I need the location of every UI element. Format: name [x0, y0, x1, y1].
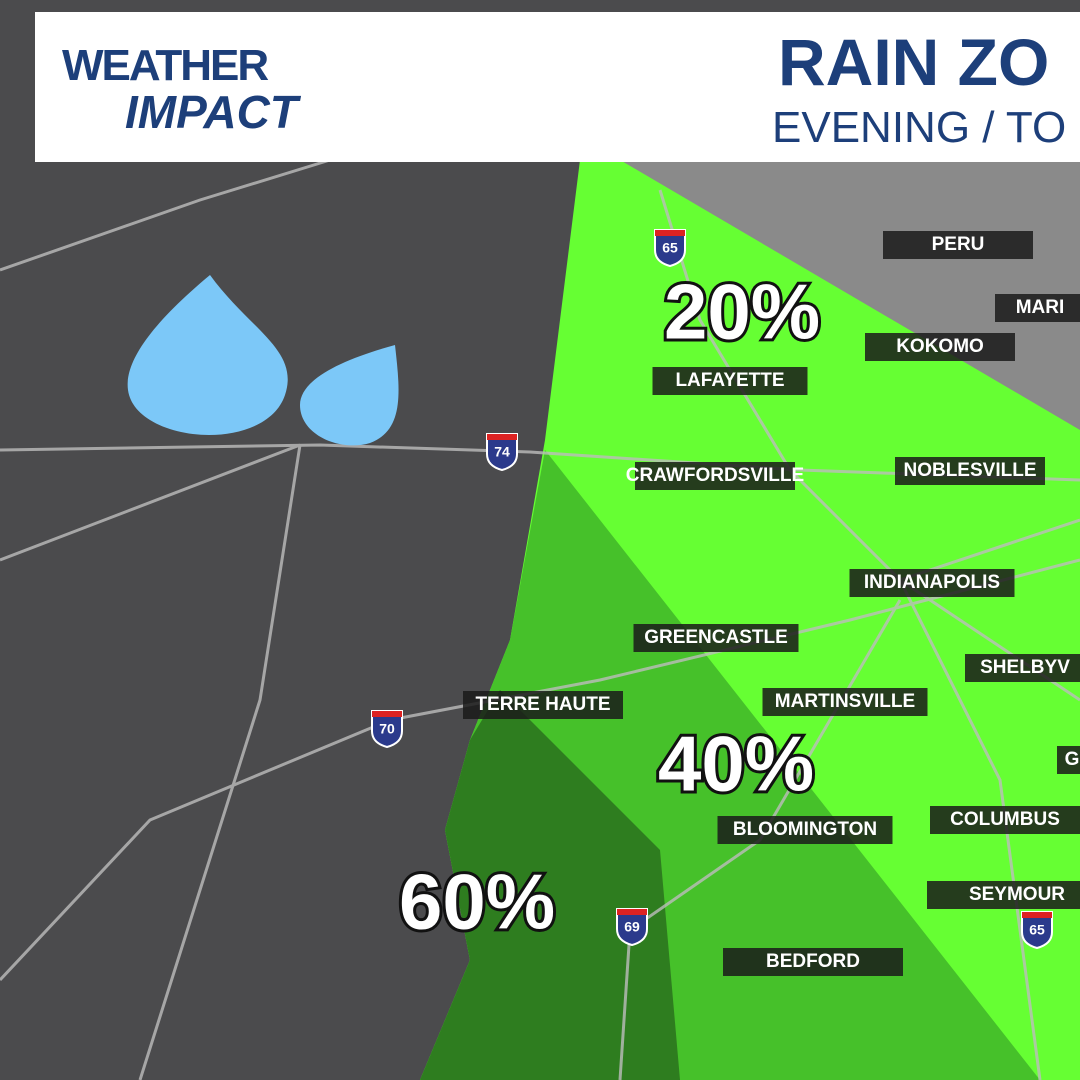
highway-number: 74 [494, 444, 510, 460]
city-name: BEDFORD [766, 951, 860, 972]
city-name: KOKOMO [896, 336, 984, 357]
city-name: NOBLESVILLE [903, 460, 1036, 481]
shield-top [655, 230, 685, 236]
shield-top [487, 434, 517, 440]
city-label: SEYMOUR [927, 881, 1080, 909]
shield-shape [616, 908, 648, 947]
highway-number: 65 [1029, 922, 1045, 938]
city-name: TERRE HAUTE [475, 694, 610, 715]
zone-label: 20% [664, 268, 820, 356]
shield-top [1022, 912, 1052, 918]
city-label: COLUMBUS [930, 806, 1080, 834]
city-box [995, 294, 1080, 322]
city-label: KOKOMO [865, 333, 1015, 361]
city-name: PERU [932, 234, 985, 255]
logo-top: WEATHER [62, 41, 268, 90]
city-name: G [1065, 749, 1080, 770]
city-box [717, 816, 893, 844]
city-name: MARI [1016, 297, 1065, 318]
city-label: G [1057, 746, 1080, 774]
city-box [463, 691, 623, 719]
city-name: GREENCASTLE [644, 627, 788, 648]
city-label: MARTINSVILLE [762, 688, 928, 716]
highway-number: 65 [662, 240, 678, 256]
shield-shape [654, 229, 686, 268]
city-box [930, 806, 1080, 834]
city-box [635, 462, 795, 490]
city-label: LAFAYETTE [652, 367, 808, 395]
shield-shape [371, 710, 403, 749]
city-name: COLUMBUS [950, 809, 1060, 830]
city-name: SEYMOUR [969, 884, 1065, 905]
outside-zone [620, 160, 1080, 430]
header-panel [35, 12, 1080, 162]
city-label: TERRE HAUTE [463, 691, 623, 719]
city-box [849, 569, 1015, 597]
city-box [633, 624, 799, 652]
city-name: SHELBYV [980, 657, 1070, 678]
zone-60 [420, 690, 680, 1080]
city-name: INDIANAPOLIS [864, 572, 1000, 593]
shield-shape [486, 433, 518, 472]
city-box [965, 654, 1080, 682]
raindrop [300, 345, 399, 446]
logo-bottom: IMPACT [125, 86, 302, 138]
city-box [895, 457, 1045, 485]
city-label: SHELBYV [965, 654, 1080, 682]
highway-shield: 69 [616, 908, 648, 947]
city-box [927, 881, 1080, 909]
city-box [723, 948, 903, 976]
highway-shield: 65 [654, 229, 686, 268]
city-label: INDIANAPOLIS [849, 569, 1015, 597]
city-box [865, 333, 1015, 361]
city-name: MARTINSVILLE [775, 691, 915, 712]
zone-label: 60% [399, 858, 555, 946]
highway-number: 70 [379, 721, 395, 737]
city-box [883, 231, 1033, 259]
city-label: GREENCASTLE [633, 624, 799, 652]
city-box [652, 367, 808, 395]
city-label: MARI [995, 294, 1080, 322]
shield-shape [1021, 911, 1053, 950]
highway-shield: 74 [486, 433, 518, 472]
raindrop [127, 275, 288, 435]
shield-top [372, 711, 402, 717]
city-label: BEDFORD [723, 948, 903, 976]
shield-top [617, 909, 647, 915]
city-box [1057, 746, 1080, 774]
city-name: LAFAYETTE [675, 370, 784, 391]
city-label: NOBLESVILLE [895, 457, 1045, 485]
city-label: PERU [883, 231, 1033, 259]
city-box [762, 688, 928, 716]
zone-label: 40% [658, 720, 814, 808]
city-name: CRAWFORDSVILLE [626, 465, 804, 486]
title: RAIN ZO [778, 25, 1049, 99]
highway-number: 69 [624, 919, 640, 935]
city-name: BLOOMINGTON [733, 819, 877, 840]
highway-shield: 70 [371, 710, 403, 749]
city-label: BLOOMINGTON [717, 816, 893, 844]
city-label: CRAWFORDSVILLE [626, 462, 804, 490]
subtitle: EVENING / TO [772, 103, 1066, 152]
highway-shield: 65 [1021, 911, 1053, 950]
